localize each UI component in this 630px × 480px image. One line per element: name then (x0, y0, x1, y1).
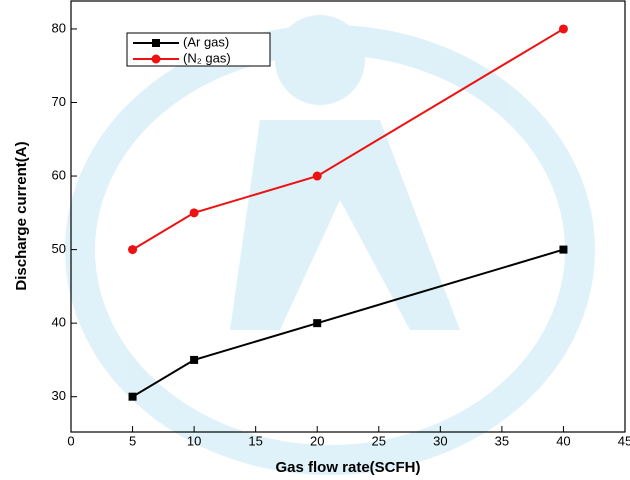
legend-marker (151, 54, 161, 64)
y-tick-label: 50 (52, 241, 66, 256)
data-point (313, 319, 322, 328)
x-tick-label: 15 (248, 433, 262, 448)
data-point (190, 355, 199, 364)
x-tick-label: 45 (618, 433, 630, 448)
y-tick-label: 40 (52, 315, 66, 330)
plot-frame (70, 0, 626, 433)
x-axis-label: Gas flow rate(SCFH) (275, 459, 420, 476)
watermark (65, 15, 595, 475)
y-tick-label: 70 (52, 94, 66, 109)
data-point (558, 24, 568, 34)
series-line (132, 28, 564, 251)
x-tick-label: 0 (67, 433, 74, 448)
legend-label: (Ar gas) (183, 34, 229, 49)
data-point (189, 208, 199, 218)
series-line (132, 248, 564, 398)
y-axis-label: Discharge current(A) (13, 141, 30, 290)
x-tick-label: 20 (310, 433, 324, 448)
y-tick-label: 60 (52, 167, 66, 182)
legend-box (126, 32, 271, 67)
data-point (128, 392, 137, 401)
legend-label: (N₂ gas) (183, 50, 231, 65)
legend-marker (152, 39, 160, 47)
x-tick-label: 35 (495, 433, 509, 448)
x-tick-label: 10 (187, 433, 201, 448)
data-point (559, 245, 568, 254)
data-point (128, 245, 138, 255)
y-tick-label: 80 (52, 20, 66, 35)
data-point (312, 171, 322, 181)
x-tick-label: 30 (433, 433, 447, 448)
x-tick-label: 40 (556, 433, 570, 448)
x-tick-label: 5 (129, 433, 136, 448)
x-tick-label: 25 (372, 433, 386, 448)
y-tick-label: 30 (52, 388, 66, 403)
